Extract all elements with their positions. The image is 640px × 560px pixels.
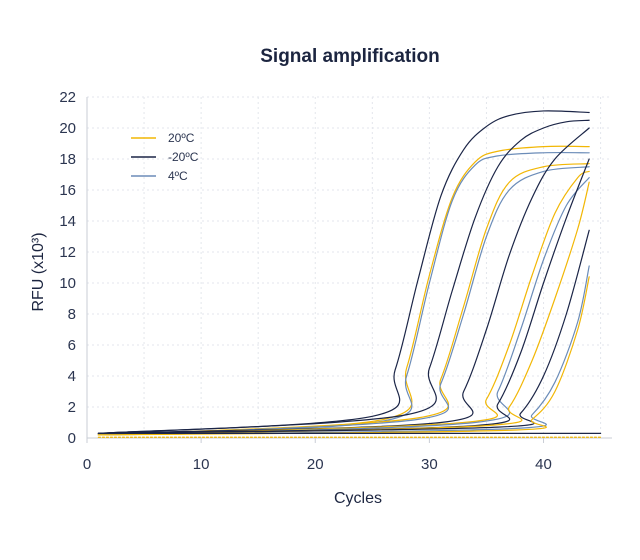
x-tick-label-0: 0	[83, 456, 91, 473]
y-tick-label-11: 22	[59, 89, 76, 106]
y-tick-label-9: 18	[59, 151, 76, 168]
y-tick-label-5: 10	[59, 275, 76, 292]
y-tick-label-1: 2	[68, 399, 76, 416]
series-layer	[97, 110, 602, 438]
x-axis-label: Cycles	[334, 490, 382, 507]
y-tick-label-0: 0	[68, 430, 76, 447]
y-tick-label-8: 16	[59, 182, 76, 199]
series-line-7	[97, 170, 590, 436]
legend: 20ºC -20ºC 4ºC	[131, 131, 199, 183]
y-tick-label-3: 6	[68, 337, 76, 354]
series-line-10	[97, 181, 590, 436]
series-line-3	[97, 119, 590, 434]
legend-label-0: 20ºC	[168, 131, 195, 145]
series-line-0	[97, 110, 590, 434]
series-line-5	[97, 166, 590, 436]
y-tick-label-7: 14	[59, 213, 76, 230]
legend-label-1: -20ºC	[168, 150, 199, 164]
x-tick-label-4: 40	[535, 456, 552, 473]
series-line-12	[97, 265, 590, 436]
chart-title: Signal amplification	[260, 46, 439, 67]
y-tick-label-2: 4	[68, 368, 76, 385]
y-tick-label-4: 8	[68, 306, 76, 323]
y-tick-label-6: 12	[59, 244, 76, 261]
grid-layer	[87, 96, 612, 439]
x-tick-label-1: 10	[193, 456, 210, 473]
y-axis-label: RFU (x10³)	[30, 232, 47, 311]
y-tick-label-10: 20	[59, 120, 76, 137]
axes-layer: 0 2 4 6 8 10 12 14 16 18 20 22 0 10 20 30 40	[59, 89, 612, 473]
series-line-9	[97, 158, 590, 434]
series-line-11	[97, 229, 590, 434]
x-tick-label-3: 30	[421, 456, 438, 473]
series-line-2	[97, 151, 590, 436]
series-line-4	[97, 163, 590, 436]
series-line-13	[97, 276, 590, 436]
legend-label-2: 4ºC	[168, 169, 188, 183]
x-tick-label-2: 20	[307, 456, 324, 473]
